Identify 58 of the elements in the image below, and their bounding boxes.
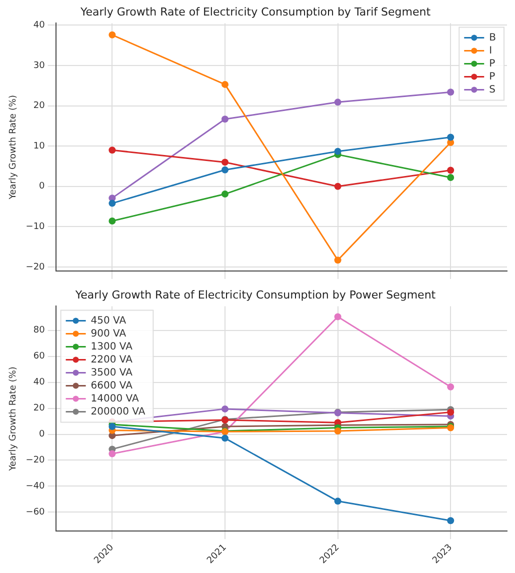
point bbox=[447, 383, 454, 390]
y-tick-label: 10 bbox=[33, 141, 46, 152]
y-tick-label: 40 bbox=[33, 378, 46, 388]
y-tick-label: −60 bbox=[26, 508, 46, 518]
point bbox=[334, 98, 342, 106]
y-axis-title: Yearly Growth Rate (%) bbox=[8, 366, 19, 472]
legend-label: 450 VA bbox=[90, 315, 126, 326]
legend-label: 3500 VA bbox=[90, 367, 133, 378]
point bbox=[447, 517, 454, 524]
point bbox=[447, 88, 454, 96]
point bbox=[447, 408, 454, 416]
point bbox=[334, 148, 342, 155]
legend-label: 900 VA bbox=[90, 328, 126, 340]
y-tick-label: 0 bbox=[39, 182, 46, 192]
y-tick-label: 60 bbox=[33, 352, 46, 362]
point bbox=[108, 31, 116, 38]
point bbox=[221, 80, 228, 88]
point bbox=[447, 134, 454, 141]
point bbox=[221, 434, 228, 442]
point bbox=[108, 450, 116, 458]
legend-label: 6600 VA bbox=[90, 380, 133, 392]
legend-label: P bbox=[489, 71, 496, 82]
y-tick-label: 40 bbox=[33, 20, 46, 31]
y-tick-label: −20 bbox=[26, 456, 46, 466]
y-tick-label: 20 bbox=[33, 404, 46, 414]
legend-label: I bbox=[489, 45, 492, 56]
point bbox=[447, 166, 454, 174]
legend-label: 2200 VA bbox=[90, 354, 133, 366]
point bbox=[334, 256, 342, 264]
legend-label: P bbox=[489, 58, 496, 70]
point bbox=[221, 158, 228, 166]
legend-label: S bbox=[489, 84, 496, 96]
point bbox=[221, 190, 228, 198]
point bbox=[334, 313, 342, 320]
legend-label: 14000 VA bbox=[90, 393, 139, 404]
point bbox=[447, 174, 454, 182]
legend-label: B bbox=[489, 32, 496, 44]
point bbox=[334, 498, 342, 505]
y-tick-label: 0 bbox=[39, 430, 46, 440]
point bbox=[221, 116, 228, 123]
y-tick-label: −20 bbox=[26, 262, 46, 272]
y-tick-label: −10 bbox=[26, 222, 46, 232]
point bbox=[334, 182, 342, 190]
y-tick-label: 80 bbox=[33, 326, 46, 336]
chart-title: Yearly Growth Rate of Electricity Consumption by Power Segment bbox=[74, 288, 436, 302]
point bbox=[221, 166, 228, 174]
y-axis-title: Yearly Growth Rate (%) bbox=[8, 94, 19, 200]
point bbox=[108, 218, 116, 225]
legend-label: 1300 VA bbox=[90, 341, 133, 352]
chart-title: Yearly Growth Rate of Electricity Consumption by Tarif Segment bbox=[79, 5, 432, 18]
legend-label: 200000 VA bbox=[90, 406, 146, 418]
y-tick-label: 30 bbox=[33, 60, 46, 71]
y-tick-label: −40 bbox=[26, 482, 46, 492]
point bbox=[108, 200, 116, 207]
point bbox=[108, 146, 116, 154]
y-tick-label: 20 bbox=[33, 101, 46, 112]
point bbox=[221, 405, 228, 412]
point bbox=[334, 428, 342, 435]
